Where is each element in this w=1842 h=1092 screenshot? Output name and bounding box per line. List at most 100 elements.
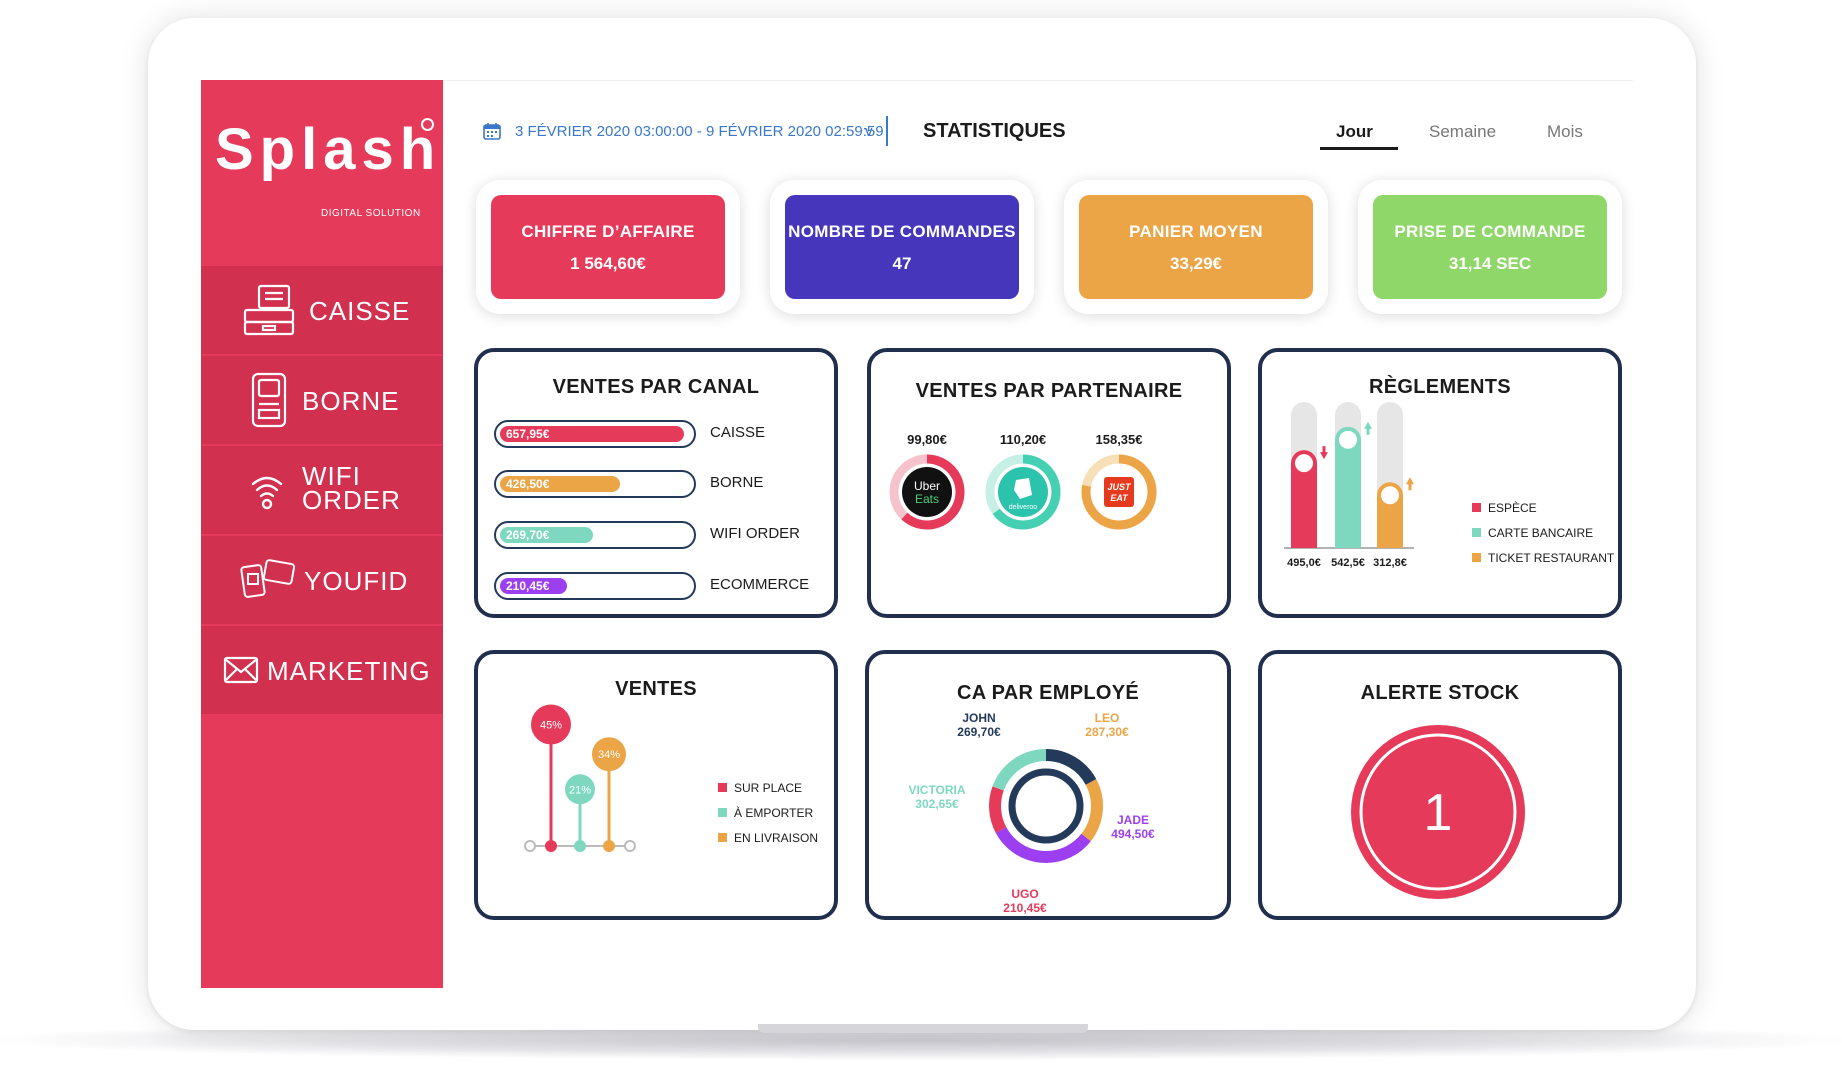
sidebar-item-borne[interactable]: BORNE [201, 356, 443, 444]
card-ventes-par-partenaire[interactable]: VENTES PAR PARTENAIRE 99,80€ Uber Eats 110,… [867, 348, 1231, 618]
ventes-base-dot [574, 840, 586, 852]
tab-mois[interactable]: Mois [1547, 122, 1583, 141]
kpi-title: CHIFFRE D’AFFAIRE [521, 222, 695, 241]
ventes-legend: SUR PLACE À EMPORTER EN LIVRAISON [718, 780, 818, 855]
sidebar-item-label-line2: ORDER [302, 485, 401, 515]
card-title: VENTES PAR CANAL [552, 376, 760, 398]
channel-label: BORNE [710, 474, 764, 491]
brand-logo: Splash DIGITAL SOLUTION [215, 116, 435, 236]
card-reglements[interactable]: RÈGLEMENTS 495,0€ 542,5€ 312,8€ ESPÈCE CAR… [1258, 348, 1622, 618]
legend-swatch [1472, 553, 1481, 563]
deliveroo-kangaroo-icon [1014, 478, 1032, 499]
legend-item: ESPÈCE [1472, 500, 1614, 525]
sidebar-item-youfid[interactable]: YOUFID [201, 536, 443, 624]
legend-label: CARTE BANCAIRE [1488, 525, 1594, 540]
card-alerte-stock[interactable]: ALERTE STOCK 1 [1258, 650, 1622, 920]
reglement-bar-label: 542,5€ [1331, 557, 1365, 569]
legend-item: SUR PLACE [718, 780, 818, 805]
sidebar: Splash DIGITAL SOLUTION CAISSE BORNE [201, 80, 443, 988]
employee-value: 287,30€ [1085, 725, 1129, 739]
stock-alert-badge: 1 [1351, 725, 1525, 899]
legend-label: TICKET RESTAURANT [1488, 550, 1615, 565]
kpi-value: 47 [892, 254, 912, 273]
stock-alert-circle [1351, 725, 1525, 899]
card-ventes-par-canal[interactable]: VENTES PAR CANAL 657,95€ CAISSE 426,50€ … [474, 348, 838, 618]
sidebar-item-wifi-order[interactable]: WIFI ORDER [201, 446, 443, 534]
ventes-pct-label: 45% [540, 720, 562, 732]
deliveroo-logo-text: deliveroo [1009, 504, 1038, 511]
channel-bar-fill [500, 476, 620, 492]
ventes-base-dot [545, 840, 557, 852]
sidebar-item-caisse[interactable]: CAISSE [201, 266, 443, 354]
card-title: VENTES [615, 678, 697, 700]
ventes-pct-label: 34% [598, 749, 620, 761]
employee-inner-ring [1008, 768, 1084, 844]
channel-bar: 426,50€ [494, 470, 696, 498]
card-ca-par-employe[interactable]: CA PAR EMPLOYÉ JOHN 269,70€ LEO 287,30€ JADE… [865, 650, 1231, 920]
legend-swatch [718, 783, 727, 793]
ventes-head [592, 737, 626, 772]
reglement-bar-knob [1339, 430, 1357, 449]
channel-bar-fill [500, 426, 684, 442]
date-range-picker[interactable]: 3 FÉVRIER 2020 03:00:00 - 9 FÉVRIER 2020… [515, 123, 884, 140]
wifi-order-icon [251, 476, 283, 510]
chevron-down-icon[interactable]: v [865, 123, 873, 140]
loyalty-card-icon [240, 559, 296, 598]
kpi-card-chiffre-affaire[interactable]: CHIFFRE D’AFFAIRE 1 564,60€ [476, 180, 740, 314]
calendar-icon[interactable] [483, 122, 501, 140]
channel-value: 269,70€ [506, 528, 550, 542]
envelope-icon [223, 656, 259, 684]
employee-name: LEO [1095, 711, 1120, 725]
sidebar-item-label: YOUFID [304, 566, 409, 596]
employee-donut-segment [1045, 749, 1097, 786]
just-eat-logo-text: JUST [1107, 482, 1132, 492]
tab-jour[interactable]: Jour [1336, 122, 1373, 141]
sidebar-item-label: CAISSE [309, 296, 411, 326]
card-title: VENTES PAR PARTENAIRE [915, 380, 1183, 402]
employee-name: VICTORIA [908, 783, 965, 797]
channel-label: CAISSE [710, 424, 766, 441]
arrow-down-icon [1320, 446, 1328, 460]
reglement-bar-knob [1295, 454, 1313, 473]
just-eat-logo-box [1104, 477, 1134, 507]
legend-swatch [1472, 503, 1481, 513]
employee-name: JOHN [962, 711, 995, 725]
legend-item: À EMPORTER [718, 805, 818, 830]
reglement-bar-label: 495,0€ [1287, 557, 1321, 569]
kpi-value: 31,14 SEC [1448, 254, 1532, 273]
arrow-up-icon [1406, 477, 1414, 491]
employee-name: UGO [1011, 887, 1038, 901]
ventes-lollipop-chart: 45% 21% 34% [524, 704, 636, 852]
brand-subtitle: DIGITAL SOLUTION [321, 208, 421, 219]
kpi-card-nombre-commandes[interactable]: NOMBRE DE COMMANDES 47 [770, 180, 1034, 314]
sidebar-item-label: MARKETING [267, 656, 431, 686]
sidebar-item-marketing[interactable]: MARKETING [201, 626, 443, 714]
tab-semaine[interactable]: Semaine [1429, 122, 1497, 141]
kiosk-icon [251, 372, 287, 428]
active-tab-indicator [1320, 147, 1398, 150]
channel-label: WIFI ORDER [710, 525, 800, 542]
channel-label: ECOMMERCE [710, 576, 810, 593]
employee-value: 269,70€ [957, 725, 1001, 739]
kpi-value: 1 564,60€ [570, 254, 646, 273]
kpi-card-panier-moyen[interactable]: PANIER MOYEN 33,29€ [1064, 180, 1328, 314]
employee-donut-segment [995, 826, 1091, 863]
legend-swatch [718, 808, 727, 818]
channel-value: 210,45€ [506, 579, 550, 593]
stock-alert-count: 1 [1424, 784, 1453, 842]
channel-value: 426,50€ [506, 477, 550, 491]
card-title: RÈGLEMENTS [1369, 376, 1511, 398]
employee-donut-segment [992, 749, 1047, 791]
ventes-head [531, 704, 571, 745]
partner-donut-arc [1081, 454, 1157, 530]
partner-donut-arc [901, 454, 965, 530]
card-ventes[interactable]: VENTES 45% 21% 34% SUR PLACE À EMPORTER EN… [474, 650, 838, 920]
uber-eats-logo-text: Eats [915, 492, 939, 506]
sidebar-item-label: WIFI ORDER [302, 461, 401, 515]
legend-label: SUR PLACE [734, 780, 803, 795]
kpi-card-prise-commande[interactable]: PRISE DE COMMANDE 31,14 SEC [1358, 180, 1622, 314]
sidebar-item-label-line1: WIFI [302, 461, 361, 491]
legend-label: EN LIVRAISON [734, 830, 819, 845]
